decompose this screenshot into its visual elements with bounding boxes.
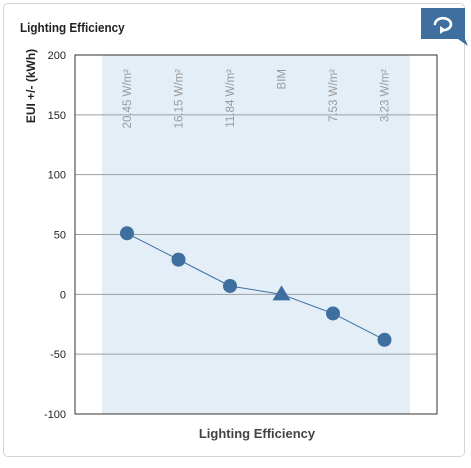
data-point[interactable] [120, 226, 134, 241]
y-tick-label: 50 [54, 230, 66, 242]
rotate-arrow-icon [433, 16, 453, 32]
y-tick-label: 100 [48, 170, 66, 182]
button-shape [421, 8, 468, 46]
category-label: 3.23 W/m² [380, 69, 392, 122]
y-axis-title: EUI +/- (kWh) [24, 49, 38, 123]
y-tick-label: -50 [50, 349, 66, 361]
data-point[interactable] [377, 332, 392, 347]
rotate-arrow-head [440, 26, 446, 34]
data-point[interactable] [223, 278, 237, 293]
y-tick-label: 150 [48, 110, 66, 122]
y-tick-label: 200 [48, 50, 66, 62]
data-point[interactable] [326, 306, 340, 321]
y-tick-label: 0 [60, 289, 66, 301]
panel-title: Lighting Efficiency [20, 20, 125, 35]
plot-frame [74, 54, 438, 415]
series-line [126, 232, 385, 341]
category-label: 20.45 W/m² [122, 69, 134, 129]
y-tick-label: -100 [44, 409, 66, 421]
data-point-triangle[interactable] [272, 285, 291, 301]
category-label: 7.53 W/m² [328, 69, 340, 122]
category-label: 16.15 W/m² [174, 69, 186, 129]
data-point[interactable] [171, 252, 186, 267]
category-label: BIM [277, 69, 289, 89]
rotate-button[interactable] [418, 8, 468, 46]
category-label: 11.84 W/m² [225, 69, 237, 128]
x-axis-title: Lighting Efficiency [199, 426, 316, 441]
